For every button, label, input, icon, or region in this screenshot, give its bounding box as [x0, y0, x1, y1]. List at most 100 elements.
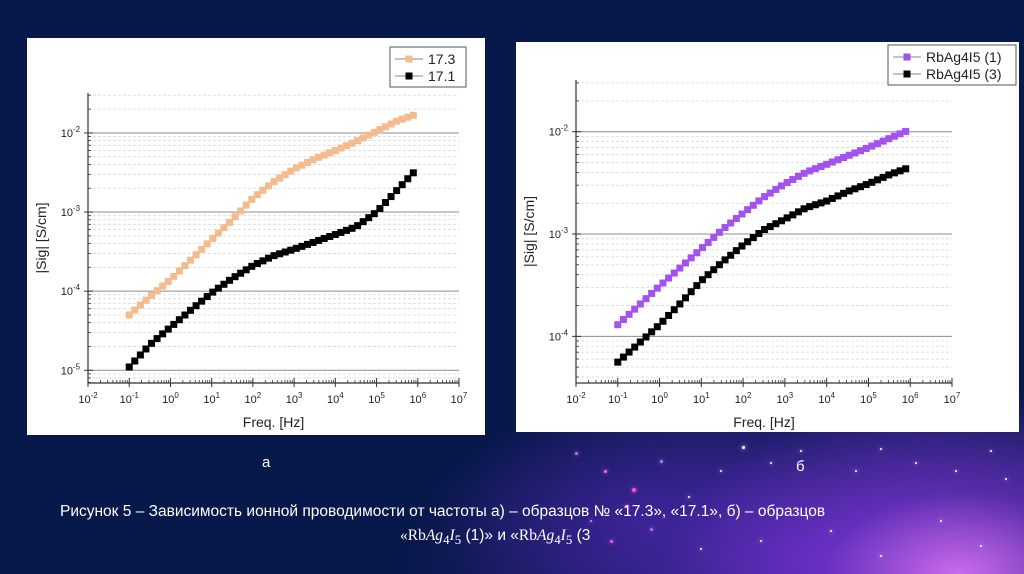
data-point — [783, 214, 791, 222]
data-point — [710, 233, 718, 241]
data-point — [259, 186, 267, 194]
data-point — [320, 234, 328, 242]
data-point — [862, 144, 870, 152]
data-point — [398, 181, 406, 189]
data-point — [264, 182, 272, 190]
data-point — [125, 363, 133, 371]
sparkle-dot — [760, 540, 762, 542]
formula-i-2: I — [560, 527, 566, 544]
data-point — [676, 300, 684, 308]
data-point — [619, 316, 627, 324]
data-point — [248, 262, 256, 270]
data-point — [761, 225, 769, 233]
figure-caption: Рисунок 5 – Зависимость ионной проводимо… — [0, 500, 1024, 552]
data-point — [281, 248, 289, 256]
caption-mid: (1)» и « — [461, 527, 519, 544]
legend-box — [389, 46, 467, 88]
data-point — [365, 131, 373, 139]
x-tick-label: 10-2 — [566, 391, 585, 406]
caption-quote-open: « — [400, 527, 408, 544]
data-point — [653, 284, 661, 292]
x-tick-label: 105 — [860, 391, 877, 406]
data-point — [175, 267, 183, 275]
data-point — [631, 305, 639, 313]
data-point — [670, 306, 678, 314]
data-point — [693, 249, 701, 257]
data-point — [857, 147, 865, 155]
y-axis-title: |Sig| [S/cm] — [33, 202, 49, 273]
data-point — [885, 171, 893, 179]
data-point — [303, 158, 311, 166]
data-point — [331, 231, 339, 239]
data-point — [131, 357, 139, 365]
data-point — [253, 260, 261, 268]
data-point — [131, 306, 139, 314]
data-point — [721, 256, 729, 264]
legend: 17.317.1 — [389, 46, 467, 88]
data-point — [231, 213, 239, 221]
subfigure-label-a: а — [262, 454, 271, 471]
data-point — [315, 236, 323, 244]
data-point — [198, 245, 206, 253]
x-axis-title: Freq. [Hz] — [733, 414, 794, 430]
data-point — [834, 192, 842, 200]
sparkle-dot — [855, 470, 857, 472]
data-point — [653, 323, 661, 331]
series-0 — [614, 127, 910, 329]
data-point — [868, 142, 876, 150]
data-point — [636, 338, 644, 346]
sparkle-dot — [980, 545, 982, 547]
data-point — [393, 117, 401, 125]
sparkle-dot — [660, 460, 663, 463]
data-point — [794, 208, 802, 216]
data-point — [851, 149, 859, 157]
data-point — [665, 311, 673, 319]
data-point — [704, 239, 712, 247]
data-point — [242, 201, 250, 209]
data-point — [704, 271, 712, 279]
data-point — [890, 169, 898, 177]
data-point — [198, 297, 206, 305]
data-point — [298, 242, 306, 250]
x-axis-title: Freq. [Hz] — [243, 414, 304, 430]
sparkle-dot — [632, 488, 636, 492]
sparkle-dot — [700, 548, 702, 550]
data-point — [642, 295, 650, 303]
x-tick-label: 107 — [451, 391, 468, 406]
legend-marker — [405, 72, 413, 80]
data-point — [136, 301, 144, 309]
data-point — [885, 135, 893, 143]
y-tick-label: 10-2 — [61, 125, 80, 140]
data-point — [715, 261, 723, 269]
y-axis-title: |Sig| [S/cm] — [521, 196, 537, 267]
data-point — [727, 251, 735, 259]
sparkle-dot — [610, 540, 613, 543]
data-point — [732, 247, 740, 255]
data-point — [738, 242, 746, 250]
data-point — [631, 343, 639, 351]
legend: RbAg4I5 (1)RbAg4I5 (3) — [887, 44, 1017, 86]
series-0 — [125, 111, 417, 319]
chart-b: 10-4 10-3 10-2 10-2 10-1 100 101 102 103 104 105 10… — [521, 44, 1017, 430]
data-point — [253, 191, 261, 199]
data-point — [164, 277, 172, 285]
data-point — [276, 250, 284, 258]
chart-a: 10-5 10-4 10-3 10-2 10-2 10-1 100 101 102 103 104 1… — [33, 46, 468, 430]
sparkle-dot — [800, 450, 802, 452]
data-point — [749, 234, 757, 242]
data-point — [203, 240, 211, 248]
data-point — [148, 291, 156, 299]
x-tick-label: 106 — [409, 391, 426, 406]
data-point — [890, 132, 898, 140]
data-point — [687, 288, 695, 296]
data-point — [354, 137, 362, 145]
data-point — [828, 194, 836, 202]
data-point — [365, 214, 373, 222]
data-point — [370, 128, 378, 136]
data-point — [789, 211, 797, 219]
sparkle-dot — [880, 555, 882, 557]
data-point — [670, 269, 678, 277]
data-point — [840, 153, 848, 161]
data-point — [209, 234, 217, 242]
y-tick-label: 10-5 — [61, 362, 81, 377]
